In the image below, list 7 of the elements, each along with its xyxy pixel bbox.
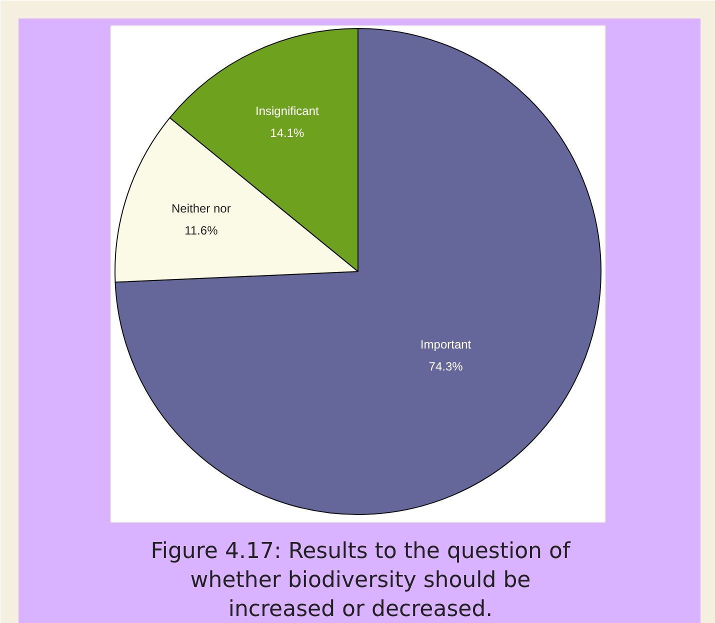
- data-label: 11.6%: [184, 223, 218, 238]
- data-label: 14.1%: [270, 126, 305, 140]
- slice-label: Insignificant: [255, 104, 320, 118]
- slice-label: Neither nor: [171, 201, 231, 216]
- text: Figure 4.17: Results to the question of whether biodiversity should be increased or decreased.: [150, 539, 572, 622]
- data-label: 74.3%: [428, 360, 464, 374]
- slice-label: Important: [420, 338, 472, 352]
